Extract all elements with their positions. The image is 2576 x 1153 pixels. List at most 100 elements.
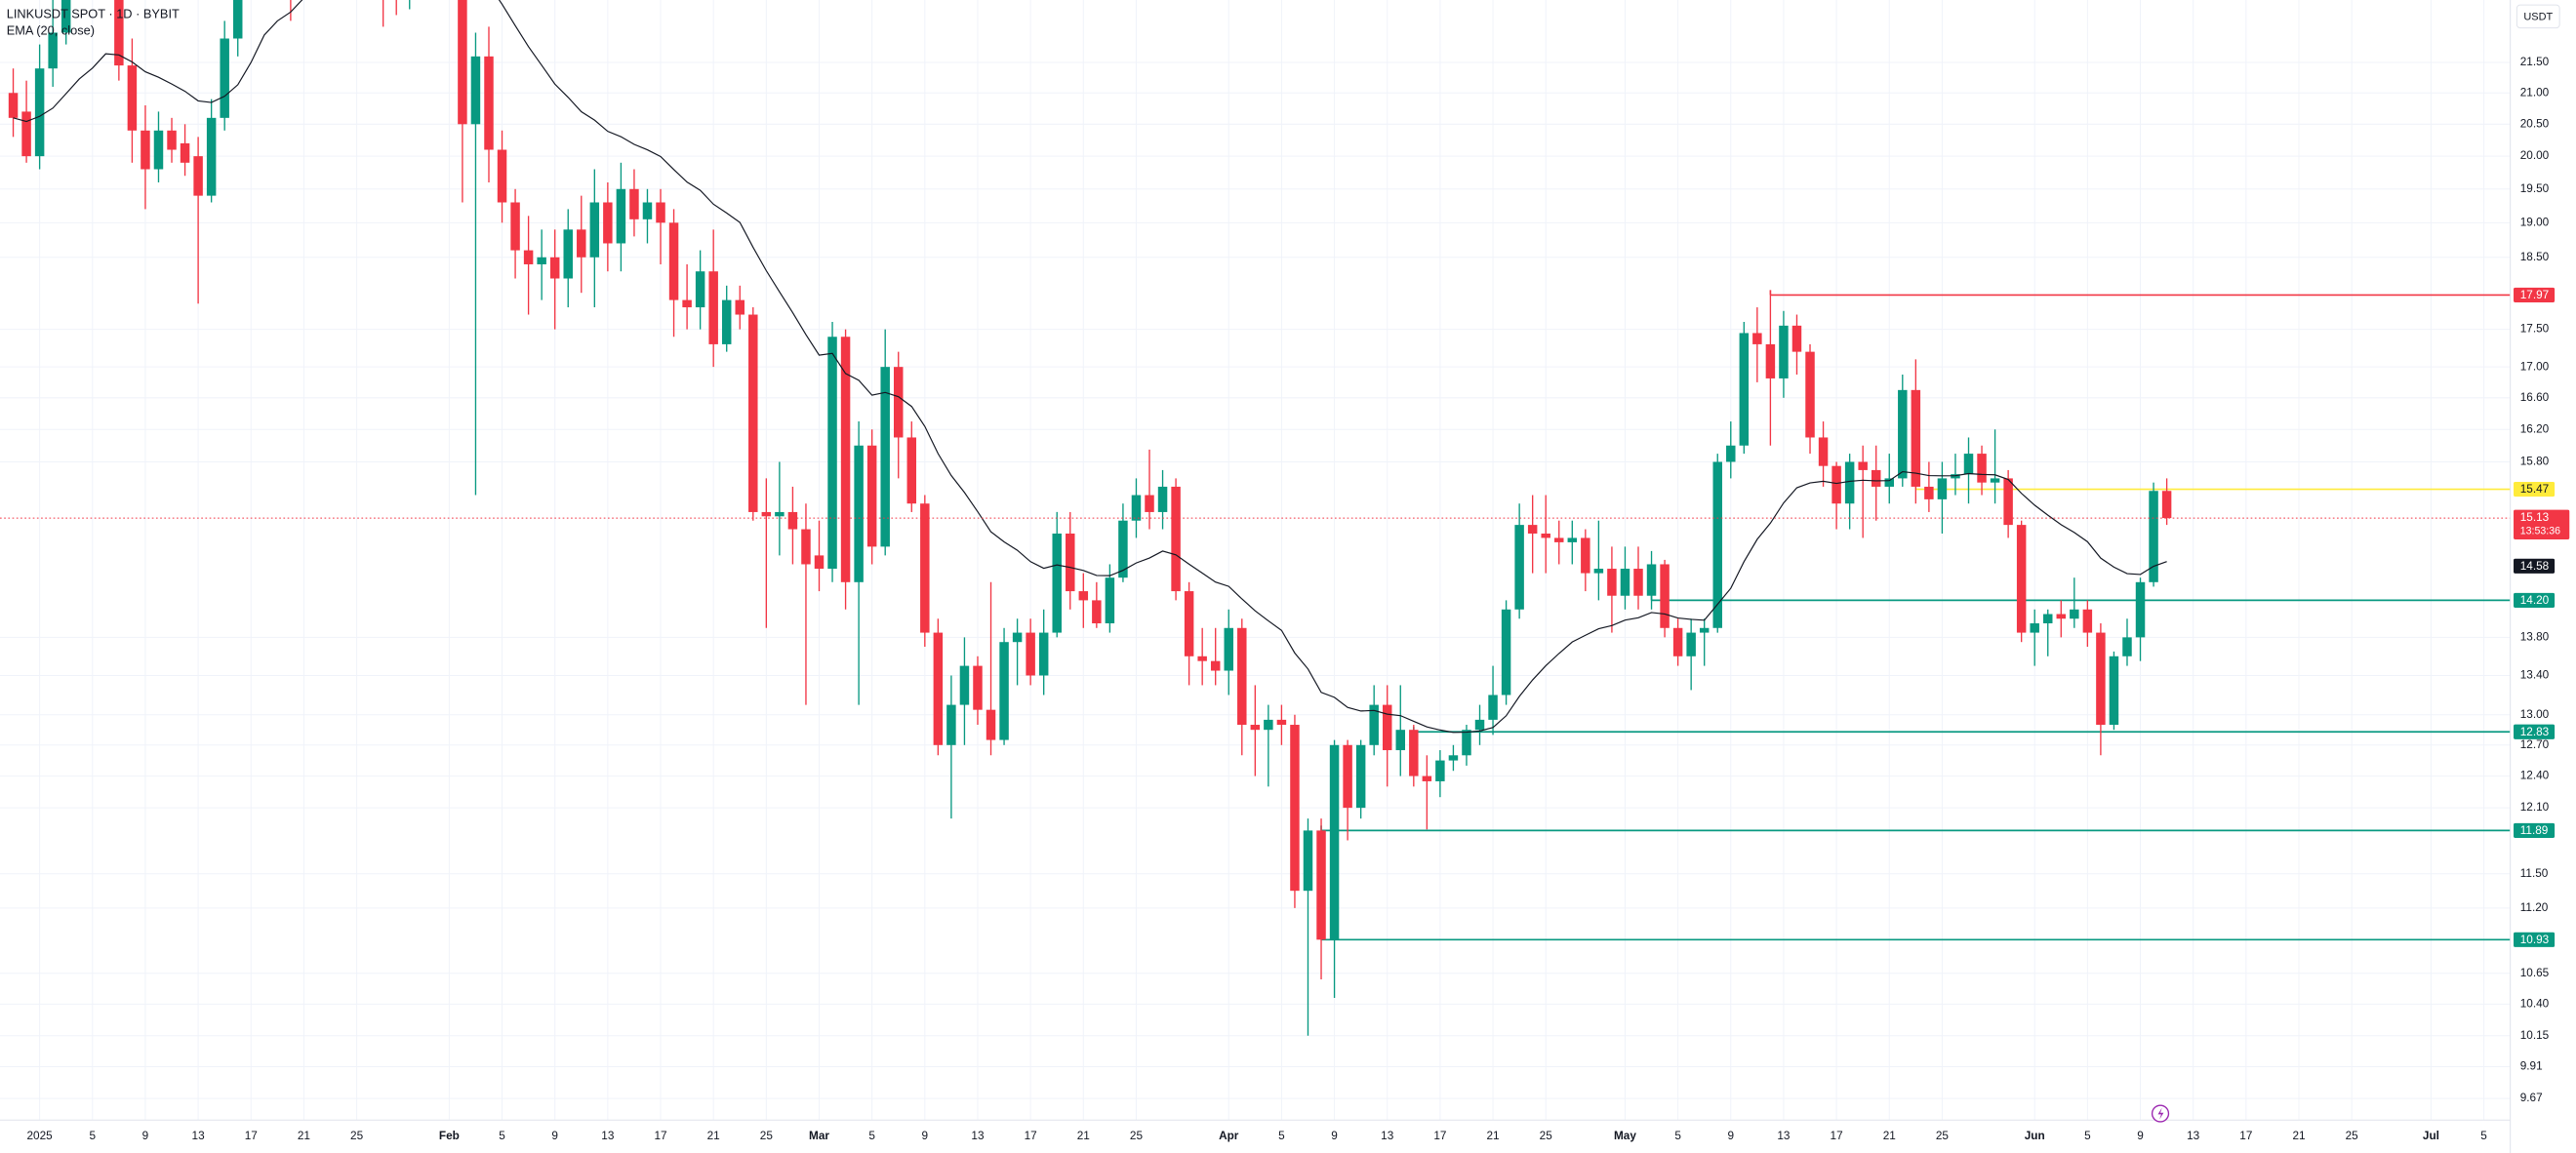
y-tick-label: 20.50 <box>2520 117 2550 130</box>
level-label-box <box>2514 724 2556 739</box>
y-tick-label: 9.91 <box>2520 1060 2543 1073</box>
alert-bolt <box>2157 1107 2164 1120</box>
candle-body <box>1026 632 1035 676</box>
y-tick-label: 21.50 <box>2520 56 2550 68</box>
candle-body <box>1593 569 1604 574</box>
y-tick-label: 18.50 <box>2520 251 2550 263</box>
y-tick-label: 19.00 <box>2520 216 2550 228</box>
candle-body <box>589 202 600 258</box>
x-tick-label: Jul <box>2423 1130 2439 1142</box>
candle-body <box>1712 461 1722 628</box>
candle-body <box>2082 609 2093 633</box>
candle-body <box>999 642 1009 740</box>
candle-body <box>973 665 983 710</box>
grid <box>0 0 2511 1121</box>
candle-body <box>34 68 45 157</box>
candle-body <box>1977 454 1987 483</box>
x-tick-label: Feb <box>439 1130 460 1142</box>
x-tick-label: 25 <box>2346 1130 2359 1142</box>
candle-body <box>1818 437 1829 466</box>
level-label: 12.83 <box>2520 726 2550 738</box>
candle-body <box>748 314 758 512</box>
candle-body <box>1620 569 1630 596</box>
level-label: 15.47 <box>2520 483 2549 496</box>
x-tick-label: 17 <box>1831 1130 1843 1142</box>
candle-body <box>1660 564 1670 628</box>
candle-body <box>114 0 124 66</box>
candle-body <box>1224 627 1233 671</box>
candle-body <box>695 271 705 308</box>
candle-body <box>193 156 203 196</box>
x-tick-label: 5 <box>2084 1130 2091 1142</box>
candle-body <box>537 257 546 264</box>
candle-body <box>656 202 665 223</box>
candle-body <box>2135 581 2146 638</box>
candle-body <box>60 0 71 33</box>
candle-body <box>1527 525 1538 534</box>
candle-body <box>1303 830 1313 892</box>
candle-body <box>549 257 560 279</box>
candle-body <box>1343 744 1352 809</box>
candle-body <box>1739 333 1750 446</box>
y-tick-label: 13.00 <box>2520 708 2550 721</box>
x-tick-label: 9 <box>1728 1130 1735 1142</box>
candle-body <box>1382 704 1392 751</box>
candle-body <box>1250 725 1261 731</box>
candle-body <box>1858 461 1868 470</box>
candle-body <box>814 555 825 570</box>
candle-body <box>1462 730 1471 756</box>
candle-body <box>167 130 177 150</box>
candle-body <box>1990 478 2000 483</box>
candle-body <box>682 299 692 308</box>
x-tick-label: 5 <box>1278 1130 1285 1142</box>
candle-body <box>1329 744 1340 940</box>
candle-body <box>141 130 150 170</box>
candle-body <box>1646 564 1657 596</box>
x-tick-label: 25 <box>760 1130 774 1142</box>
candle-body <box>484 56 494 150</box>
candle-body <box>616 188 626 244</box>
candle-body <box>1752 333 1762 344</box>
x-tick-label: 25 <box>350 1130 364 1142</box>
candle-body <box>1871 469 1881 487</box>
level-label-box <box>2514 932 2556 947</box>
candle-body <box>1052 533 1062 633</box>
y-tick-label: 13.80 <box>2520 630 2550 643</box>
y-tick-label: 12.10 <box>2520 801 2550 814</box>
indicator-label: 14.58 <box>2520 560 2550 573</box>
candle-body <box>1118 520 1128 578</box>
currency-box[interactable] <box>2516 4 2560 29</box>
x-tick-label: 17 <box>245 1130 258 1142</box>
candle-body <box>470 56 481 125</box>
candle-body <box>1884 478 1894 487</box>
candle-body <box>840 337 851 582</box>
candle-body <box>2030 623 2039 633</box>
candle-body <box>827 337 837 570</box>
level-label: 10.93 <box>2520 934 2550 946</box>
candle-body <box>1672 627 1683 656</box>
candle-body <box>2003 478 2013 526</box>
x-tick-label: Apr <box>1219 1130 1239 1142</box>
x-tick-label: 13 <box>1381 1130 1394 1142</box>
candle-body <box>1514 525 1524 610</box>
candle-body <box>1078 591 1089 601</box>
y-tick-label: 21.00 <box>2520 86 2550 99</box>
candle-body <box>1633 569 1643 596</box>
candle-body <box>959 665 970 705</box>
candle-body <box>708 271 718 344</box>
candle-body <box>1369 704 1379 745</box>
candle-body <box>893 367 904 438</box>
candle-body <box>1831 465 1841 504</box>
x-tick-label: 21 <box>2292 1130 2305 1142</box>
candle-body <box>21 111 31 157</box>
candle-body <box>933 632 944 745</box>
last-price-label: 15.13 <box>2520 511 2550 524</box>
candle-body <box>563 229 573 279</box>
candle-body <box>1726 445 1736 462</box>
candle-body <box>153 130 164 170</box>
candle-body <box>1422 775 1432 781</box>
candle-body <box>1038 632 1049 676</box>
x-tick-label: 5 <box>90 1130 97 1142</box>
candle-body <box>787 511 798 530</box>
